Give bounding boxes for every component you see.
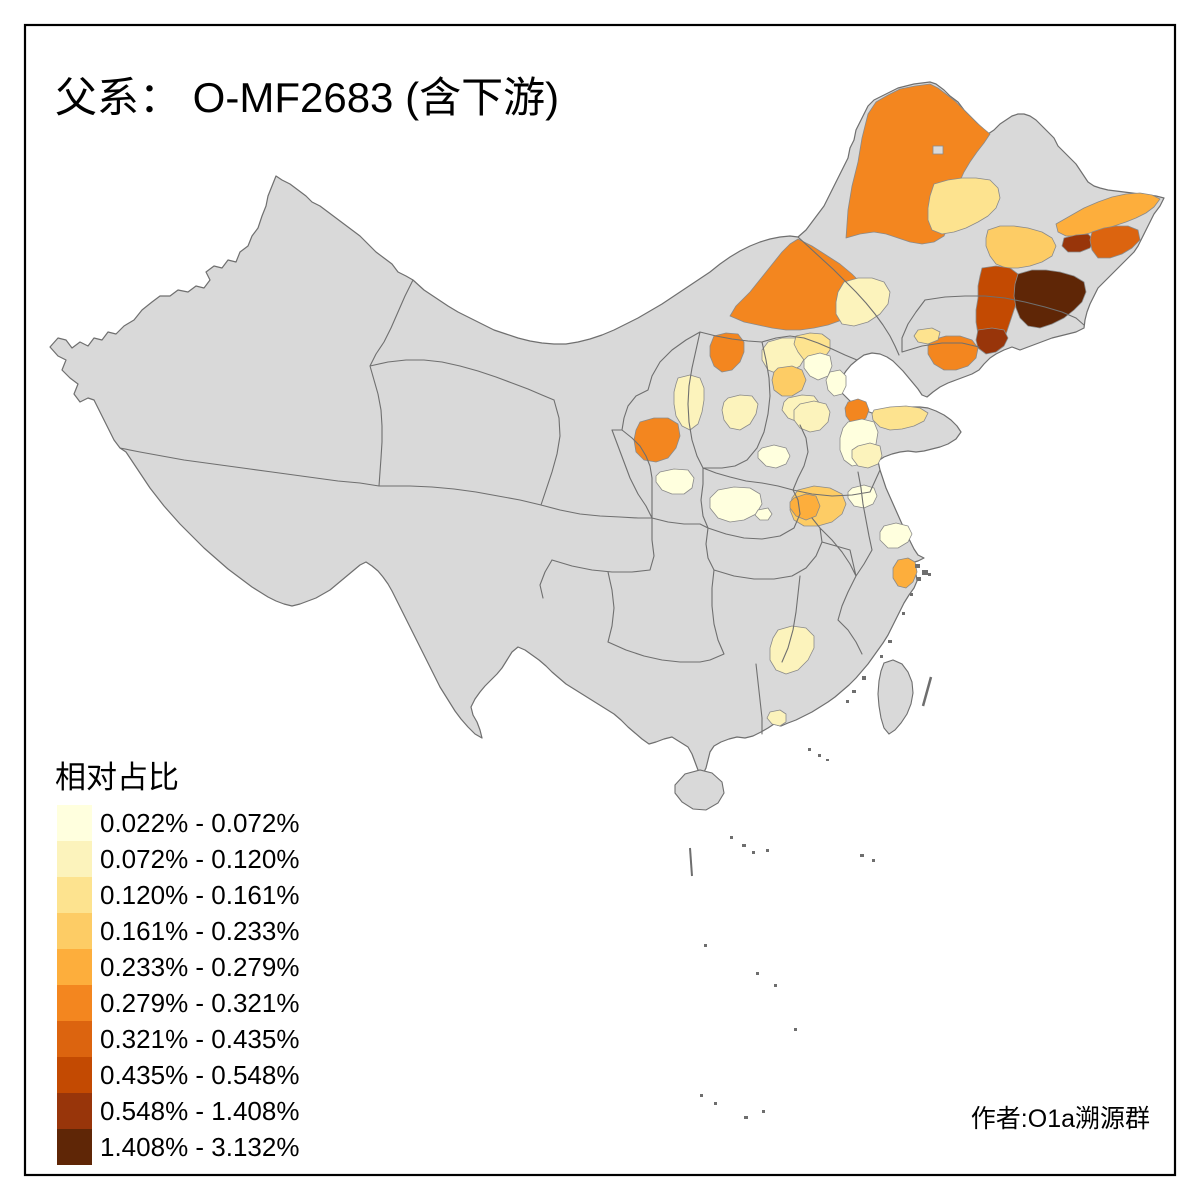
region-xinzhou <box>709 332 745 373</box>
region-tianjin <box>825 369 847 397</box>
region-suihua <box>985 225 1057 269</box>
region-jian <box>769 625 815 675</box>
sea-islands <box>689 564 933 1119</box>
region-shuangyashan <box>1089 225 1141 259</box>
legend-swatches <box>57 805 92 1165</box>
legend-label-4: 0.161% - 0.233% <box>100 916 299 946</box>
china-map <box>49 81 1165 1119</box>
colored-regions <box>633 83 1161 727</box>
legend-label-3: 0.120% - 0.161% <box>100 880 299 910</box>
taiwan-island <box>877 659 914 735</box>
page-title: 父系： O-MF2683 (含下游) <box>55 73 559 122</box>
region-nanyang <box>709 486 763 523</box>
legend-swatch-2 <box>57 841 92 877</box>
region-xilingol <box>729 238 869 331</box>
legend-label-7: 0.321% - 0.435% <box>100 1024 299 1054</box>
hainan-island <box>674 769 725 811</box>
attribution-text: 作者:O1a溯源群 <box>971 1105 1150 1133</box>
region-chifeng <box>835 277 891 327</box>
legend-swatch-3 <box>57 877 92 913</box>
region-yanan <box>655 468 695 495</box>
sea-dash-1 <box>689 847 693 877</box>
region-guangdong-small <box>766 709 787 727</box>
region-dandong <box>975 327 1009 355</box>
region-henan-small <box>757 444 791 469</box>
region-yanbian <box>1013 269 1087 329</box>
region-nanjing <box>879 522 913 549</box>
region-yantai <box>871 405 929 431</box>
legend-label-8: 0.435% - 0.548% <box>100 1060 299 1090</box>
legend-swatch-10 <box>57 1129 92 1165</box>
legend-title: 相对占比 <box>55 760 179 795</box>
mainland-outline <box>49 81 1165 775</box>
legend: 相对占比 0.022% - 0.072% 0.072% - 0.120% 0.1… <box>55 760 299 1165</box>
legend-label-1: 0.022% - 0.072% <box>100 808 299 838</box>
legend-label-6: 0.279% - 0.321% <box>100 988 299 1018</box>
province-borders <box>119 236 1085 735</box>
region-lvliang <box>673 374 705 431</box>
region-enclave <box>932 145 944 155</box>
legend-label-9: 0.548% - 1.408% <box>100 1096 299 1126</box>
region-liaoning-yellow <box>913 327 941 345</box>
region-hulunbuir <box>845 83 991 245</box>
sea-dash-2 <box>921 676 933 707</box>
region-jinan <box>793 400 831 433</box>
region-ne-small-dark <box>1061 233 1095 253</box>
legend-label-2: 0.072% - 0.120% <box>100 844 299 874</box>
region-shanxi-se <box>721 394 759 431</box>
region-wuhan-small <box>754 507 773 521</box>
legend-swatch-8 <box>57 1057 92 1093</box>
legend-swatch-5 <box>57 949 92 985</box>
region-beijing <box>803 352 833 381</box>
legend-swatch-7 <box>57 1021 92 1057</box>
legend-swatch-6 <box>57 985 92 1021</box>
legend-swatch-1 <box>57 805 92 841</box>
legend-label-10: 1.408% - 3.132% <box>100 1132 299 1162</box>
region-ningbo <box>892 557 918 589</box>
legend-swatch-9 <box>57 1093 92 1129</box>
legend-labels: 0.022% - 0.072% 0.072% - 0.120% 0.120% -… <box>100 808 299 1162</box>
region-baoding <box>771 365 807 397</box>
region-hefei-core <box>789 493 821 521</box>
region-qingdao <box>851 442 883 469</box>
legend-swatch-4 <box>57 913 92 949</box>
region-qiqihar <box>927 177 1001 235</box>
region-liaoning-orange <box>927 335 979 371</box>
legend-label-5: 0.233% - 0.279% <box>100 952 299 982</box>
